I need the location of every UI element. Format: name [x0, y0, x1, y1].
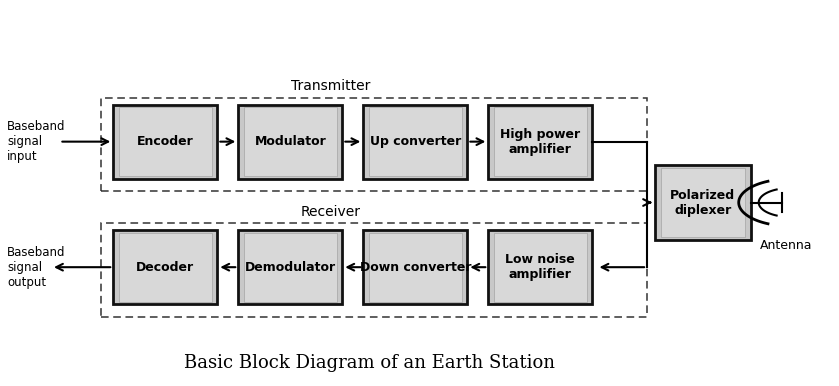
Bar: [113, 230, 217, 304]
Bar: [102, 98, 647, 191]
Bar: [244, 233, 336, 301]
Text: Basic Block Diagram of an Earth Station: Basic Block Diagram of an Earth Station: [184, 354, 555, 372]
Bar: [119, 107, 211, 176]
Text: Polarized
diplexer: Polarized diplexer: [670, 188, 736, 217]
Bar: [661, 168, 745, 237]
Bar: [238, 105, 342, 179]
Bar: [363, 105, 467, 179]
Bar: [494, 107, 586, 176]
Bar: [494, 233, 586, 301]
Text: Encoder: Encoder: [137, 135, 194, 148]
Bar: [369, 107, 461, 176]
Bar: [102, 223, 647, 317]
Text: Decoder: Decoder: [136, 261, 195, 274]
Bar: [238, 230, 342, 304]
Text: Baseband
signal
input: Baseband signal input: [7, 120, 65, 163]
Bar: [363, 230, 467, 304]
Text: Antenna: Antenna: [760, 239, 812, 252]
Bar: [488, 230, 592, 304]
Text: Low noise
amplifier: Low noise amplifier: [505, 253, 576, 281]
Bar: [113, 105, 217, 179]
Text: Receiver: Receiver: [300, 205, 361, 219]
Text: High power
amplifier: High power amplifier: [500, 128, 581, 156]
Bar: [119, 233, 211, 301]
Text: Down converter: Down converter: [360, 261, 471, 274]
Text: Baseband
signal
output: Baseband signal output: [7, 245, 65, 289]
Text: Up converter: Up converter: [370, 135, 461, 148]
Text: Modulator: Modulator: [254, 135, 326, 148]
Bar: [488, 105, 592, 179]
Bar: [369, 233, 461, 301]
Text: Transmitter: Transmitter: [291, 80, 370, 93]
Bar: [655, 166, 751, 240]
Text: Demodulator: Demodulator: [245, 261, 336, 274]
Bar: [244, 107, 336, 176]
